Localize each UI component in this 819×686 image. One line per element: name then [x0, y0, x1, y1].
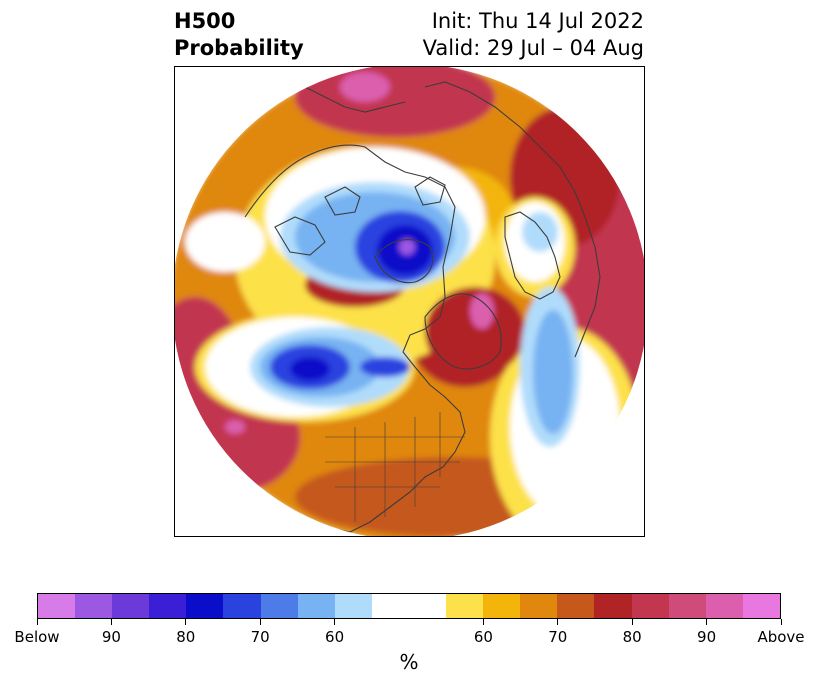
- cool-trough-europe: [522, 212, 558, 252]
- colorbar-segment: [705, 594, 743, 618]
- europe-coast: [504, 211, 561, 300]
- colorbar: [37, 593, 781, 619]
- colorbar-segment: [371, 594, 409, 618]
- colorbar-segment: [186, 594, 224, 618]
- warm-anomaly-north: [295, 67, 495, 137]
- colorbar-segment: [520, 594, 558, 618]
- siberia-coast: [304, 86, 406, 113]
- colorbar-tick-label: 70: [548, 628, 568, 646]
- title-variable: H500: [174, 9, 236, 33]
- arctic-islands-coast: [274, 176, 446, 256]
- title-product: Probability: [174, 36, 304, 60]
- colorbar-segment: [149, 594, 187, 618]
- colorbar-tick: [482, 619, 484, 625]
- map-dates: Init: Thu 14 Jul 2022 Valid: 29 Jul – 04…: [423, 8, 644, 62]
- colorbar-tick: [36, 619, 38, 625]
- greenland-coast: [424, 293, 502, 370]
- colorbar-unit: %: [399, 650, 419, 674]
- colorbar-tick-label: 80: [176, 628, 196, 646]
- colorbar-segment: [334, 594, 372, 618]
- colorbar-tick: [780, 619, 782, 625]
- colorbar-tick: [110, 619, 112, 625]
- colorbar-tick-label: 60: [473, 628, 493, 646]
- colorbar-tick: [259, 619, 261, 625]
- colorbar-segment: [223, 594, 261, 618]
- init-date: Init: Thu 14 Jul 2022: [431, 9, 644, 33]
- coastlines: [244, 81, 601, 533]
- colorbar-segment: [594, 594, 632, 618]
- warm-max-north: [340, 72, 390, 102]
- colorbar-tick: [185, 619, 187, 625]
- neutral-zone-west: [185, 212, 265, 272]
- colorbar-tick-label: 70: [250, 628, 270, 646]
- cool-core-atlantic: [533, 310, 573, 434]
- cool-center-north: [399, 239, 415, 255]
- probability-map: [175, 67, 644, 536]
- colorbar-segment: [557, 594, 595, 618]
- colorbar-tick-label: 60: [325, 628, 345, 646]
- colorbar-tick: [557, 619, 559, 625]
- eurasia-coast: [424, 81, 601, 358]
- north-america-coast: [244, 144, 466, 533]
- valid-range: Valid: 29 Jul – 04 Aug: [422, 36, 644, 60]
- colorbar-segment: [75, 594, 113, 618]
- colorbar-tick-label: 80: [622, 628, 642, 646]
- colorbar-segment: [668, 594, 706, 618]
- colorbar-tick-label: Below: [14, 628, 60, 646]
- colorbar-tick-label: 90: [697, 628, 717, 646]
- colorbar-tick-label: 90: [101, 628, 121, 646]
- warm-max-pacific: [225, 420, 245, 434]
- map-title: H500 Probability: [174, 8, 304, 62]
- colorbar-segment: [446, 594, 484, 618]
- colorbar-segment: [260, 594, 298, 618]
- colorbar-segment: [297, 594, 335, 618]
- colorbar-tick: [334, 619, 336, 625]
- colorbar-segment: [408, 594, 447, 618]
- map-panel: [174, 66, 645, 537]
- state-borders: [325, 412, 465, 522]
- warm-ridge-greenland: [425, 287, 525, 377]
- cool-deep-central: [360, 357, 410, 377]
- cool-max-west: [290, 357, 330, 381]
- warm-max-greenland: [470, 293, 494, 329]
- colorbar-segment: [112, 594, 150, 618]
- hudson-bay-coast: [374, 239, 434, 284]
- colorbar-segment: [38, 594, 76, 618]
- colorbar-segment: [742, 594, 780, 618]
- colorbar-segment: [631, 594, 669, 618]
- colorbar-tick-label: Above: [757, 628, 805, 646]
- colorbar-tick: [631, 619, 633, 625]
- colorbar-tick: [706, 619, 708, 625]
- colorbar-segment: [483, 594, 521, 618]
